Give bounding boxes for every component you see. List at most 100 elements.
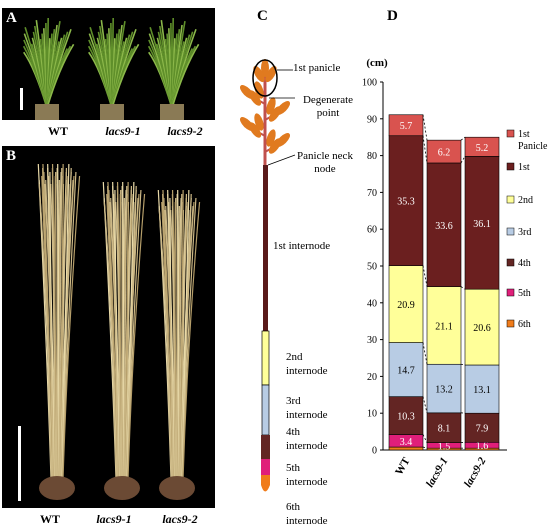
scale-bar-a [20,88,23,110]
label-first-panicle: 1st panicle [293,62,341,74]
value-label: 13.1 [473,385,491,396]
bar-segment-2nd [464,288,500,366]
legend-label: 3rd [518,227,531,238]
label-third-internode: 3rd internode [286,395,328,421]
third-internode-segment [261,384,270,436]
panel-b-photo [2,146,215,508]
connector-line [460,363,466,366]
y-tick-label: 70 [367,188,377,199]
bar-segment-1st [426,162,462,287]
panel-c-letter: C [257,8,268,24]
value-label: 1.5 [438,441,451,452]
value-label: 35.3 [397,197,415,208]
first-internode-segment [263,165,268,331]
label-second-internode: 2nd internode [286,351,328,377]
y-tick-label: 50 [367,262,377,273]
connector-line [422,135,428,164]
bar-segment-2nd [388,265,424,343]
label-first-internode: 1st internode [273,240,331,252]
panel-b-letter: B [6,148,17,164]
rice-straw-image [18,163,201,501]
y-tick-label: 80 [367,151,377,162]
value-label: 21.1 [435,321,453,332]
value-label: 33.6 [435,221,453,232]
panel-b-label-lacs9-2: lacs9-2 [162,512,198,526]
internode-length-chart: (cm)01020304050607080901003.4a10.3a14.7a… [362,57,548,490]
category-label: WT [393,455,413,477]
label-panicle-neck-node: Panicle neck node [297,150,353,175]
connector-line [460,156,466,164]
value-label: 8.1 [438,424,451,435]
value-label: 1.6 [476,441,489,452]
connector-line [422,434,428,443]
connector-line [422,114,428,141]
legend-swatch [506,288,515,297]
y-axis-label: (cm) [366,57,388,69]
bar-segment-3rd [426,363,462,414]
value-label: 10.3 [397,412,415,423]
legend-swatch [506,129,515,138]
panel-d-letter: D [387,8,398,24]
panel-a-label-lacs9-2: lacs9-2 [167,124,203,138]
y-tick-label: 60 [367,225,377,236]
legend-swatch [506,195,515,204]
bar-segment-2nd [426,286,462,365]
bar-segment-4th [464,412,500,443]
panel-a-label-wt: WT [47,124,68,138]
label-sixth-internode: 6th internode [286,501,328,527]
first-panicle-outline [252,59,278,97]
rice-plants-top-image [20,18,200,120]
y-tick-label: 40 [367,298,377,309]
bar-segment-4th [388,396,424,435]
fourth-internode-segment [261,435,270,459]
connector-line [460,286,466,290]
value-label: 13.2 [435,385,453,396]
category-label: lacs9-1 [424,456,451,490]
legend-label: 5th [518,288,531,299]
panel-b-label-lacs9-1: lacs9-1 [96,512,132,526]
value-label: 20.9 [397,300,415,311]
second-internode-segment [261,330,270,386]
value-label: 36.1 [473,219,491,230]
value-label: 5.2 [476,143,489,154]
connector-line [460,136,466,141]
y-tick-label: 100 [362,78,377,89]
legend-label: 2nd [518,195,533,206]
rice-stem-diagram [239,59,296,492]
bar-segment-1st-panicle [426,139,462,164]
bar-segment-1st-panicle [388,114,424,137]
connector-line [422,446,428,449]
y-tick-label: 10 [367,409,377,420]
legend-label: 6th [518,319,531,330]
value-label: 20.6 [473,323,491,334]
panel-b-label-wt: WT [39,512,60,526]
legend-label: 1st [518,162,530,173]
legend-label: Panicle [518,141,548,152]
legend-swatch [506,162,515,171]
bar-segment-3rd [388,342,424,397]
legend-swatch [506,227,515,236]
scale-bar-b [18,426,21,501]
bar-segment-1st [464,156,500,290]
value-label: 6.2 [438,148,451,159]
legend-swatch [506,258,515,267]
y-tick-label: 0 [372,446,377,457]
y-tick-label: 90 [367,114,377,125]
bar-segment-4th [426,412,462,443]
significance-letter: a [442,130,447,141]
value-label: 7.9 [476,424,489,435]
fifth-internode-segment [261,459,270,475]
y-tick-label: 30 [367,335,377,346]
connector-line [422,342,428,365]
significance-letter: b [479,127,485,138]
bar-segment-3rd [464,364,500,414]
panel-a-letter: A [6,10,17,26]
label-degenerate-point: Degenerate point [302,94,354,119]
y-tick-label: 20 [367,372,377,383]
value-label: 3.4 [400,437,413,448]
legend-label: 4th [518,258,531,269]
label-fifth-internode: 5th internode [286,462,328,488]
connector-line [422,396,428,413]
label-fourth-internode: 4th internode [286,426,328,452]
value-label: 14.7 [397,366,415,377]
